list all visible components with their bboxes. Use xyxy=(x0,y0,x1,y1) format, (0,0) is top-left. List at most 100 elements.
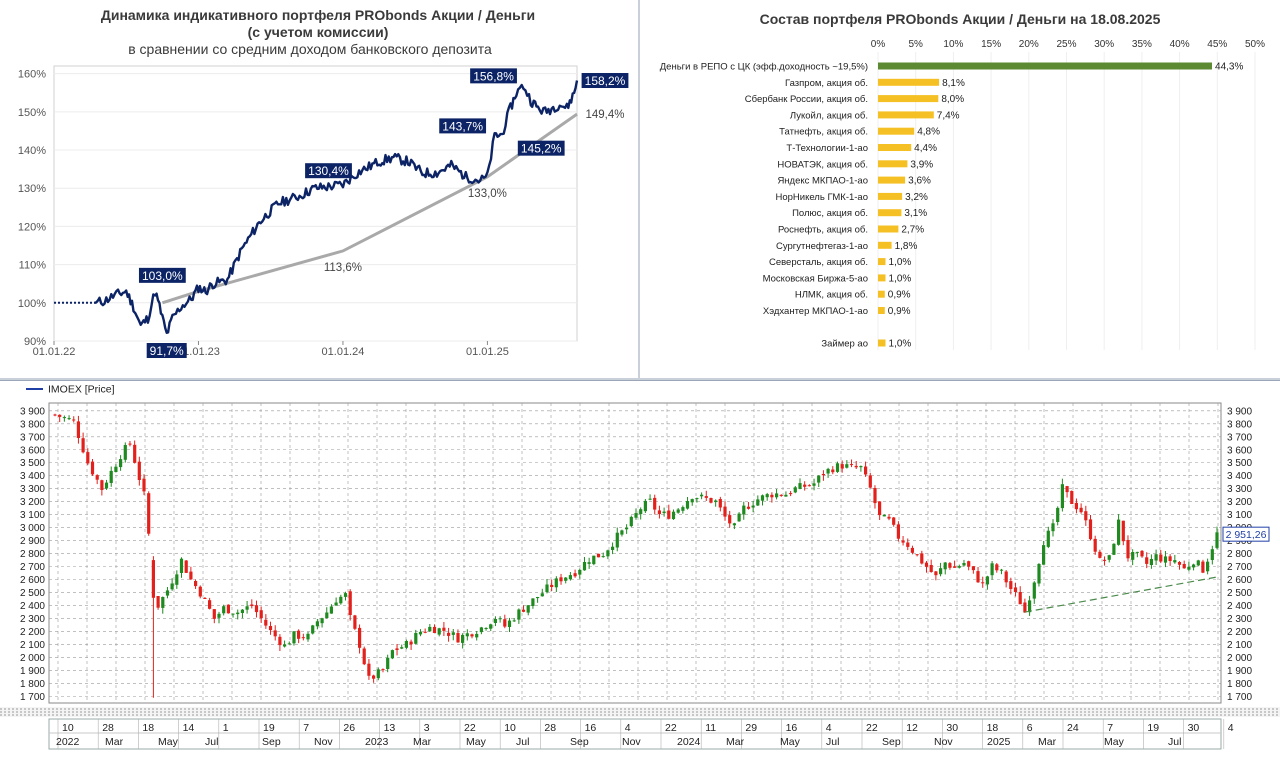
candle-body xyxy=(274,630,277,636)
candle-body xyxy=(86,452,89,463)
candle-body xyxy=(316,621,319,626)
y-tick-label-left: 2 200 xyxy=(20,627,45,638)
x-tick-label: 15% xyxy=(981,39,1001,50)
bar xyxy=(878,177,905,184)
bar xyxy=(878,291,885,298)
candle-body xyxy=(798,483,801,489)
value-label: 3,2% xyxy=(905,192,928,203)
candle-body xyxy=(250,605,253,607)
candle-body xyxy=(367,664,370,676)
y-tick-label-right: 3 200 xyxy=(1227,497,1252,508)
candle-body xyxy=(91,462,94,475)
candle-body xyxy=(859,466,862,467)
x-tick-label-month: Nov xyxy=(622,736,641,748)
candle-body xyxy=(902,540,905,542)
candle-body xyxy=(991,563,994,575)
x-tick-label-day: 26 xyxy=(343,722,355,734)
y-tick-label-right: 2 300 xyxy=(1227,614,1252,625)
category-label: Северсталь, акция об. xyxy=(769,257,868,268)
y-tick-label-right: 2 100 xyxy=(1227,640,1252,651)
bar xyxy=(878,209,901,216)
candle-body xyxy=(499,618,502,619)
bar xyxy=(878,307,885,314)
y-tick-label-right: 3 900 xyxy=(1227,406,1252,417)
candle-body xyxy=(203,598,206,599)
candle-body xyxy=(738,514,741,522)
candle-body xyxy=(995,564,998,570)
candle-body xyxy=(672,512,675,519)
x-tick-label-day: 10 xyxy=(504,722,516,734)
chart-scroller[interactable] xyxy=(0,707,1280,717)
candle-body xyxy=(110,471,113,483)
value-label: 1,0% xyxy=(889,339,912,350)
candle-body xyxy=(1117,520,1120,545)
candle-body xyxy=(644,501,647,511)
candle-body xyxy=(822,474,825,475)
y-tick-label-right: 2 500 xyxy=(1227,588,1252,599)
bar xyxy=(878,242,892,249)
candle-body xyxy=(887,517,890,519)
candle-body xyxy=(105,483,108,489)
candle-body xyxy=(555,578,558,587)
candle-body xyxy=(911,548,914,553)
bar xyxy=(878,79,939,86)
y-tick-label-left: 2 800 xyxy=(20,549,45,560)
x-tick-label: 0% xyxy=(871,39,886,50)
candle-body xyxy=(770,495,773,498)
candle-body xyxy=(808,485,811,486)
annotation-label: 133,0% xyxy=(468,188,507,200)
candle-body xyxy=(147,493,150,534)
x-tick-label-day: 7 xyxy=(303,722,309,734)
candle-body xyxy=(681,507,684,511)
x-tick-label-month: Jul xyxy=(205,736,218,748)
candle-body xyxy=(939,568,942,574)
candle-body xyxy=(1075,503,1078,509)
value-label: 3,1% xyxy=(904,208,927,219)
candle-body xyxy=(269,626,272,630)
y-tick-label: 100% xyxy=(18,298,46,310)
x-tick-label-month: May xyxy=(466,736,487,748)
candle-body xyxy=(1192,565,1195,568)
candle-body xyxy=(653,498,656,510)
candle-body xyxy=(410,642,413,645)
candle-body xyxy=(419,632,422,635)
y-tick-label-left: 3 600 xyxy=(20,445,45,456)
bar xyxy=(878,128,914,135)
x-tick-label-month: 2022 xyxy=(56,736,80,748)
candle-body xyxy=(82,438,85,452)
y-tick-label: 110% xyxy=(19,260,47,272)
candle-body xyxy=(948,563,951,568)
annotation-label: 156,8% xyxy=(473,69,514,83)
y-tick-label-right: 2 200 xyxy=(1227,627,1252,638)
candle-body xyxy=(494,619,497,623)
candle-body xyxy=(231,614,234,615)
y-tick-label-right: 2 000 xyxy=(1227,653,1252,664)
candle-body xyxy=(550,585,553,587)
chart-subtitle-2: в сравнении со средним доходом банковско… xyxy=(128,41,492,57)
y-tick-label-left: 2 300 xyxy=(20,614,45,625)
candle-body xyxy=(934,571,937,575)
candle-body xyxy=(489,624,492,628)
candle-body xyxy=(775,493,778,497)
x-tick-label-month: Nov xyxy=(934,736,953,748)
candle-body xyxy=(817,476,820,483)
candle-body xyxy=(447,633,450,636)
x-tick-label-day: 1 xyxy=(223,722,229,734)
candle-body xyxy=(864,467,867,475)
candle-body xyxy=(1047,531,1050,547)
candle-body xyxy=(1187,567,1190,570)
x-tick-label-month: Mar xyxy=(1038,736,1057,748)
candle-body xyxy=(255,605,258,612)
candle-body xyxy=(461,635,464,643)
candle-body xyxy=(405,641,408,648)
x-tick-label-month: Mar xyxy=(105,736,124,748)
candle-body xyxy=(611,547,614,550)
candle-body xyxy=(812,483,815,485)
category-label: Деньги в РЕПО с ЦК (эфф.доходность ~19,5… xyxy=(660,62,868,73)
candle-body xyxy=(981,582,984,583)
candle-body xyxy=(564,578,567,581)
candle-body xyxy=(588,562,591,564)
candle-body xyxy=(705,496,708,498)
value-label: 0,9% xyxy=(888,306,911,317)
